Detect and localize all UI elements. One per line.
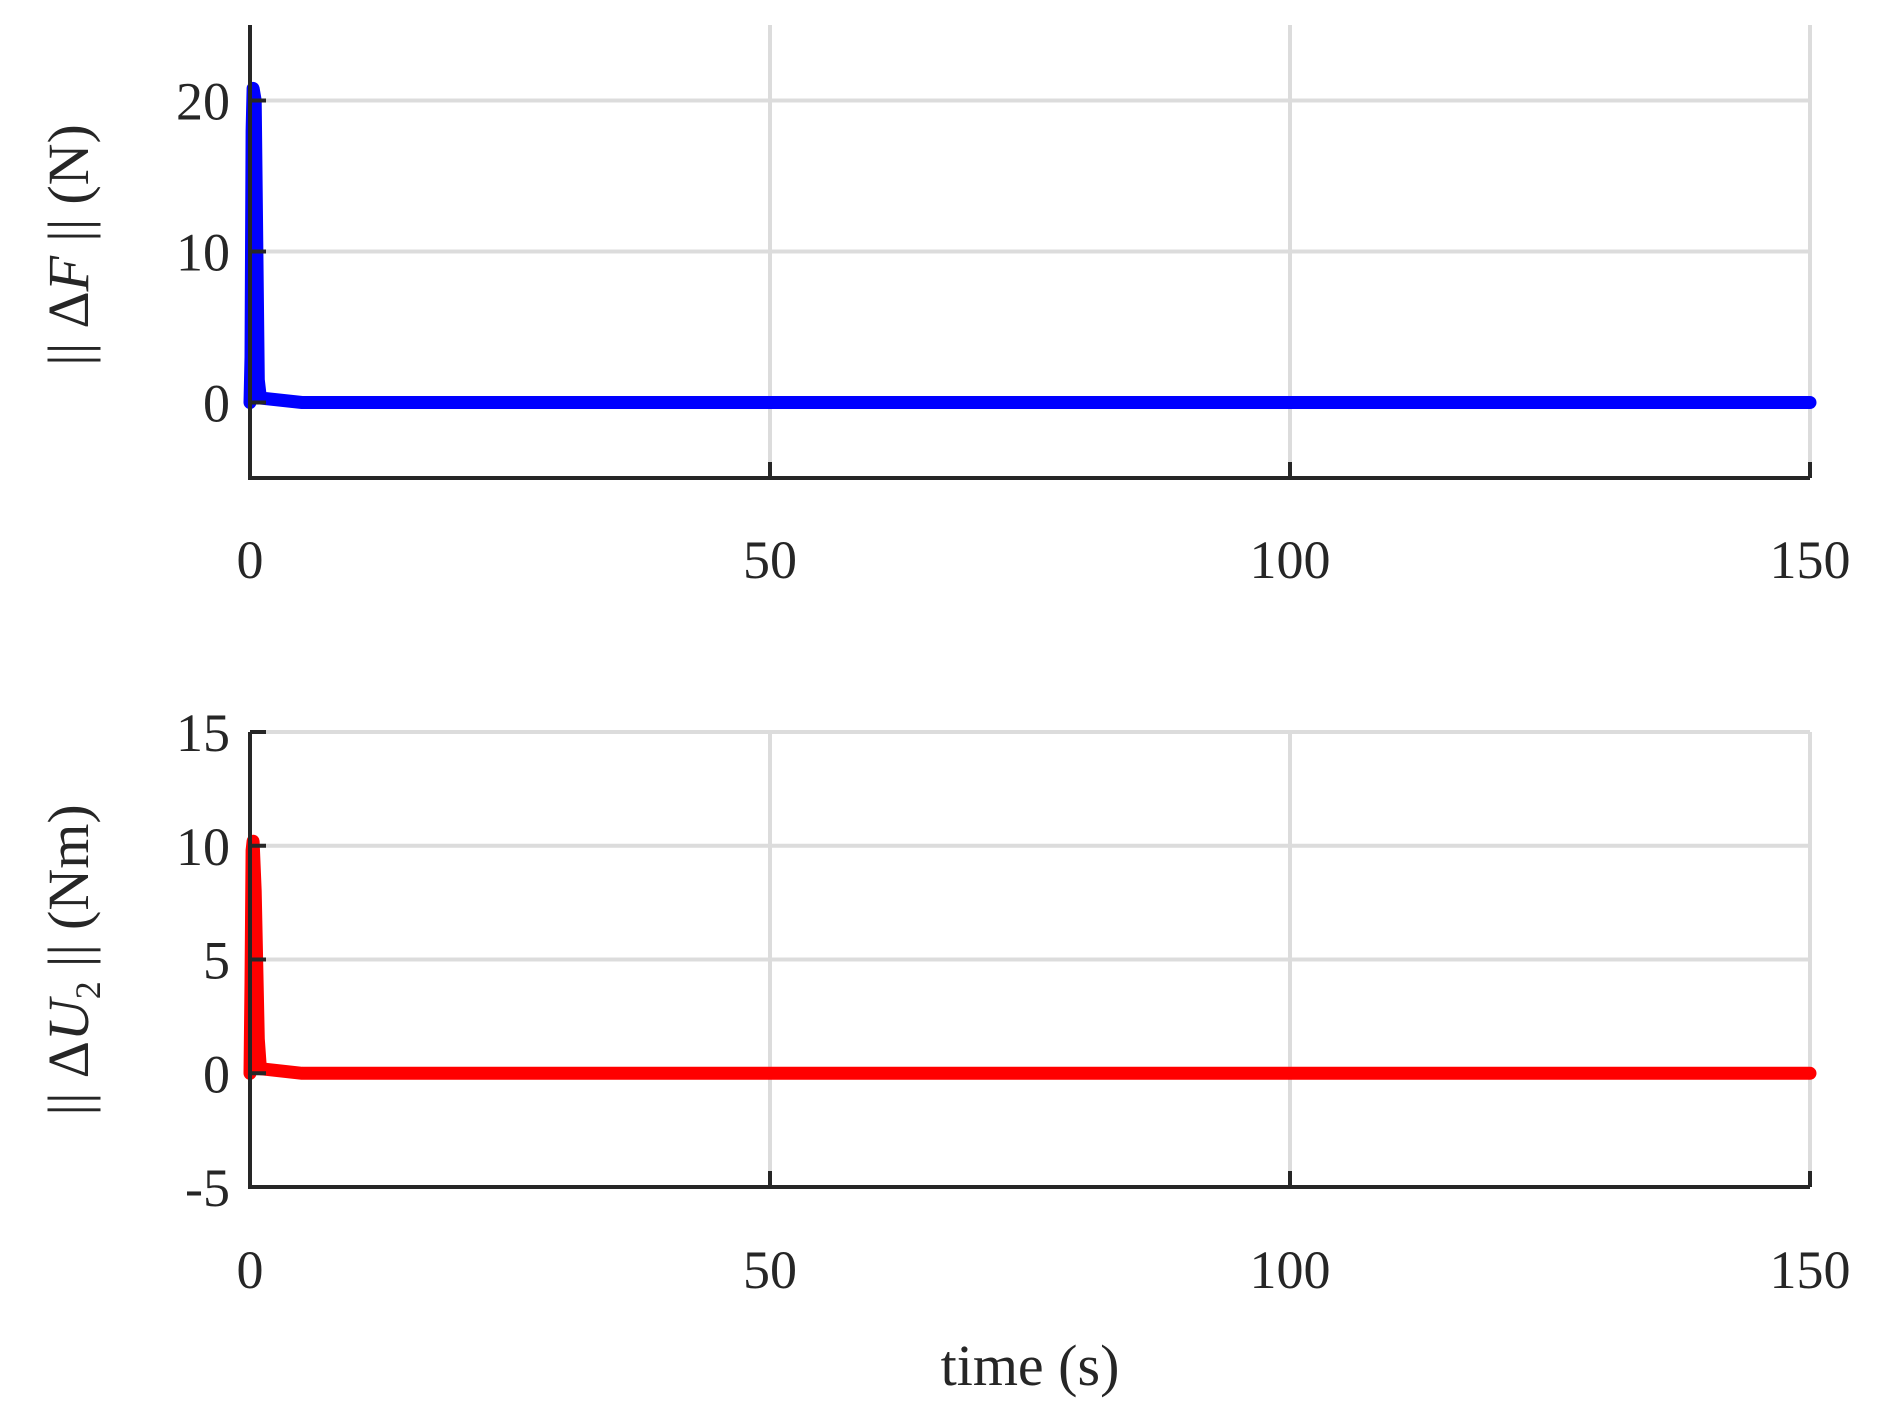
y-axis-label-symbol: F (36, 255, 101, 292)
y-tick-label: -5 (185, 1158, 230, 1218)
y-axis-label-unit: (Nm) (36, 804, 101, 930)
y-axis-label-bars: || (36, 343, 101, 366)
y-axis-label-unit: (N) (36, 124, 101, 205)
x-tick-label: 100 (1250, 530, 1331, 590)
x-tick-label: 150 (1770, 1240, 1851, 1300)
y-axis-label-delta: Δ (36, 291, 101, 328)
x-tick-label: 50 (743, 1240, 797, 1300)
x-tick-label: 150 (1770, 530, 1851, 590)
y-tick-label: 15 (176, 703, 230, 763)
y-tick-label: 5 (203, 931, 230, 991)
x-tick-label: 0 (237, 530, 264, 590)
y-axis-label-delta: Δ (36, 1041, 101, 1078)
x-tick-label: 0 (237, 1240, 264, 1300)
series-line (243, 834, 1817, 1080)
y-axis-label-bars: || (36, 1092, 101, 1115)
x-axis-label: time (s) (941, 1333, 1120, 1398)
y-tick-label: 10 (176, 223, 230, 283)
y-tick-label: 20 (176, 72, 230, 132)
y-tick-label: 0 (203, 374, 230, 434)
series-line (243, 81, 1817, 409)
force-panel: 0 50 100 150 0 10 20 || ΔF || (N) (36, 25, 1851, 590)
y-tick-label: 10 (176, 817, 230, 877)
x-tick-label: 100 (1250, 1240, 1331, 1300)
y-tick-label: 0 (203, 1044, 230, 1104)
y-axis-label-bars: || (36, 944, 101, 967)
y-axis-label-subscript: 2 (68, 981, 108, 999)
y-axis-label: || ΔF || (N) (36, 124, 101, 366)
y-axis-label: || ΔU2 || (Nm) (36, 804, 108, 1115)
y-axis-label-symbol: U (36, 995, 101, 1041)
x-tick-label: 50 (743, 530, 797, 590)
y-axis-label-bars: || (36, 219, 101, 242)
